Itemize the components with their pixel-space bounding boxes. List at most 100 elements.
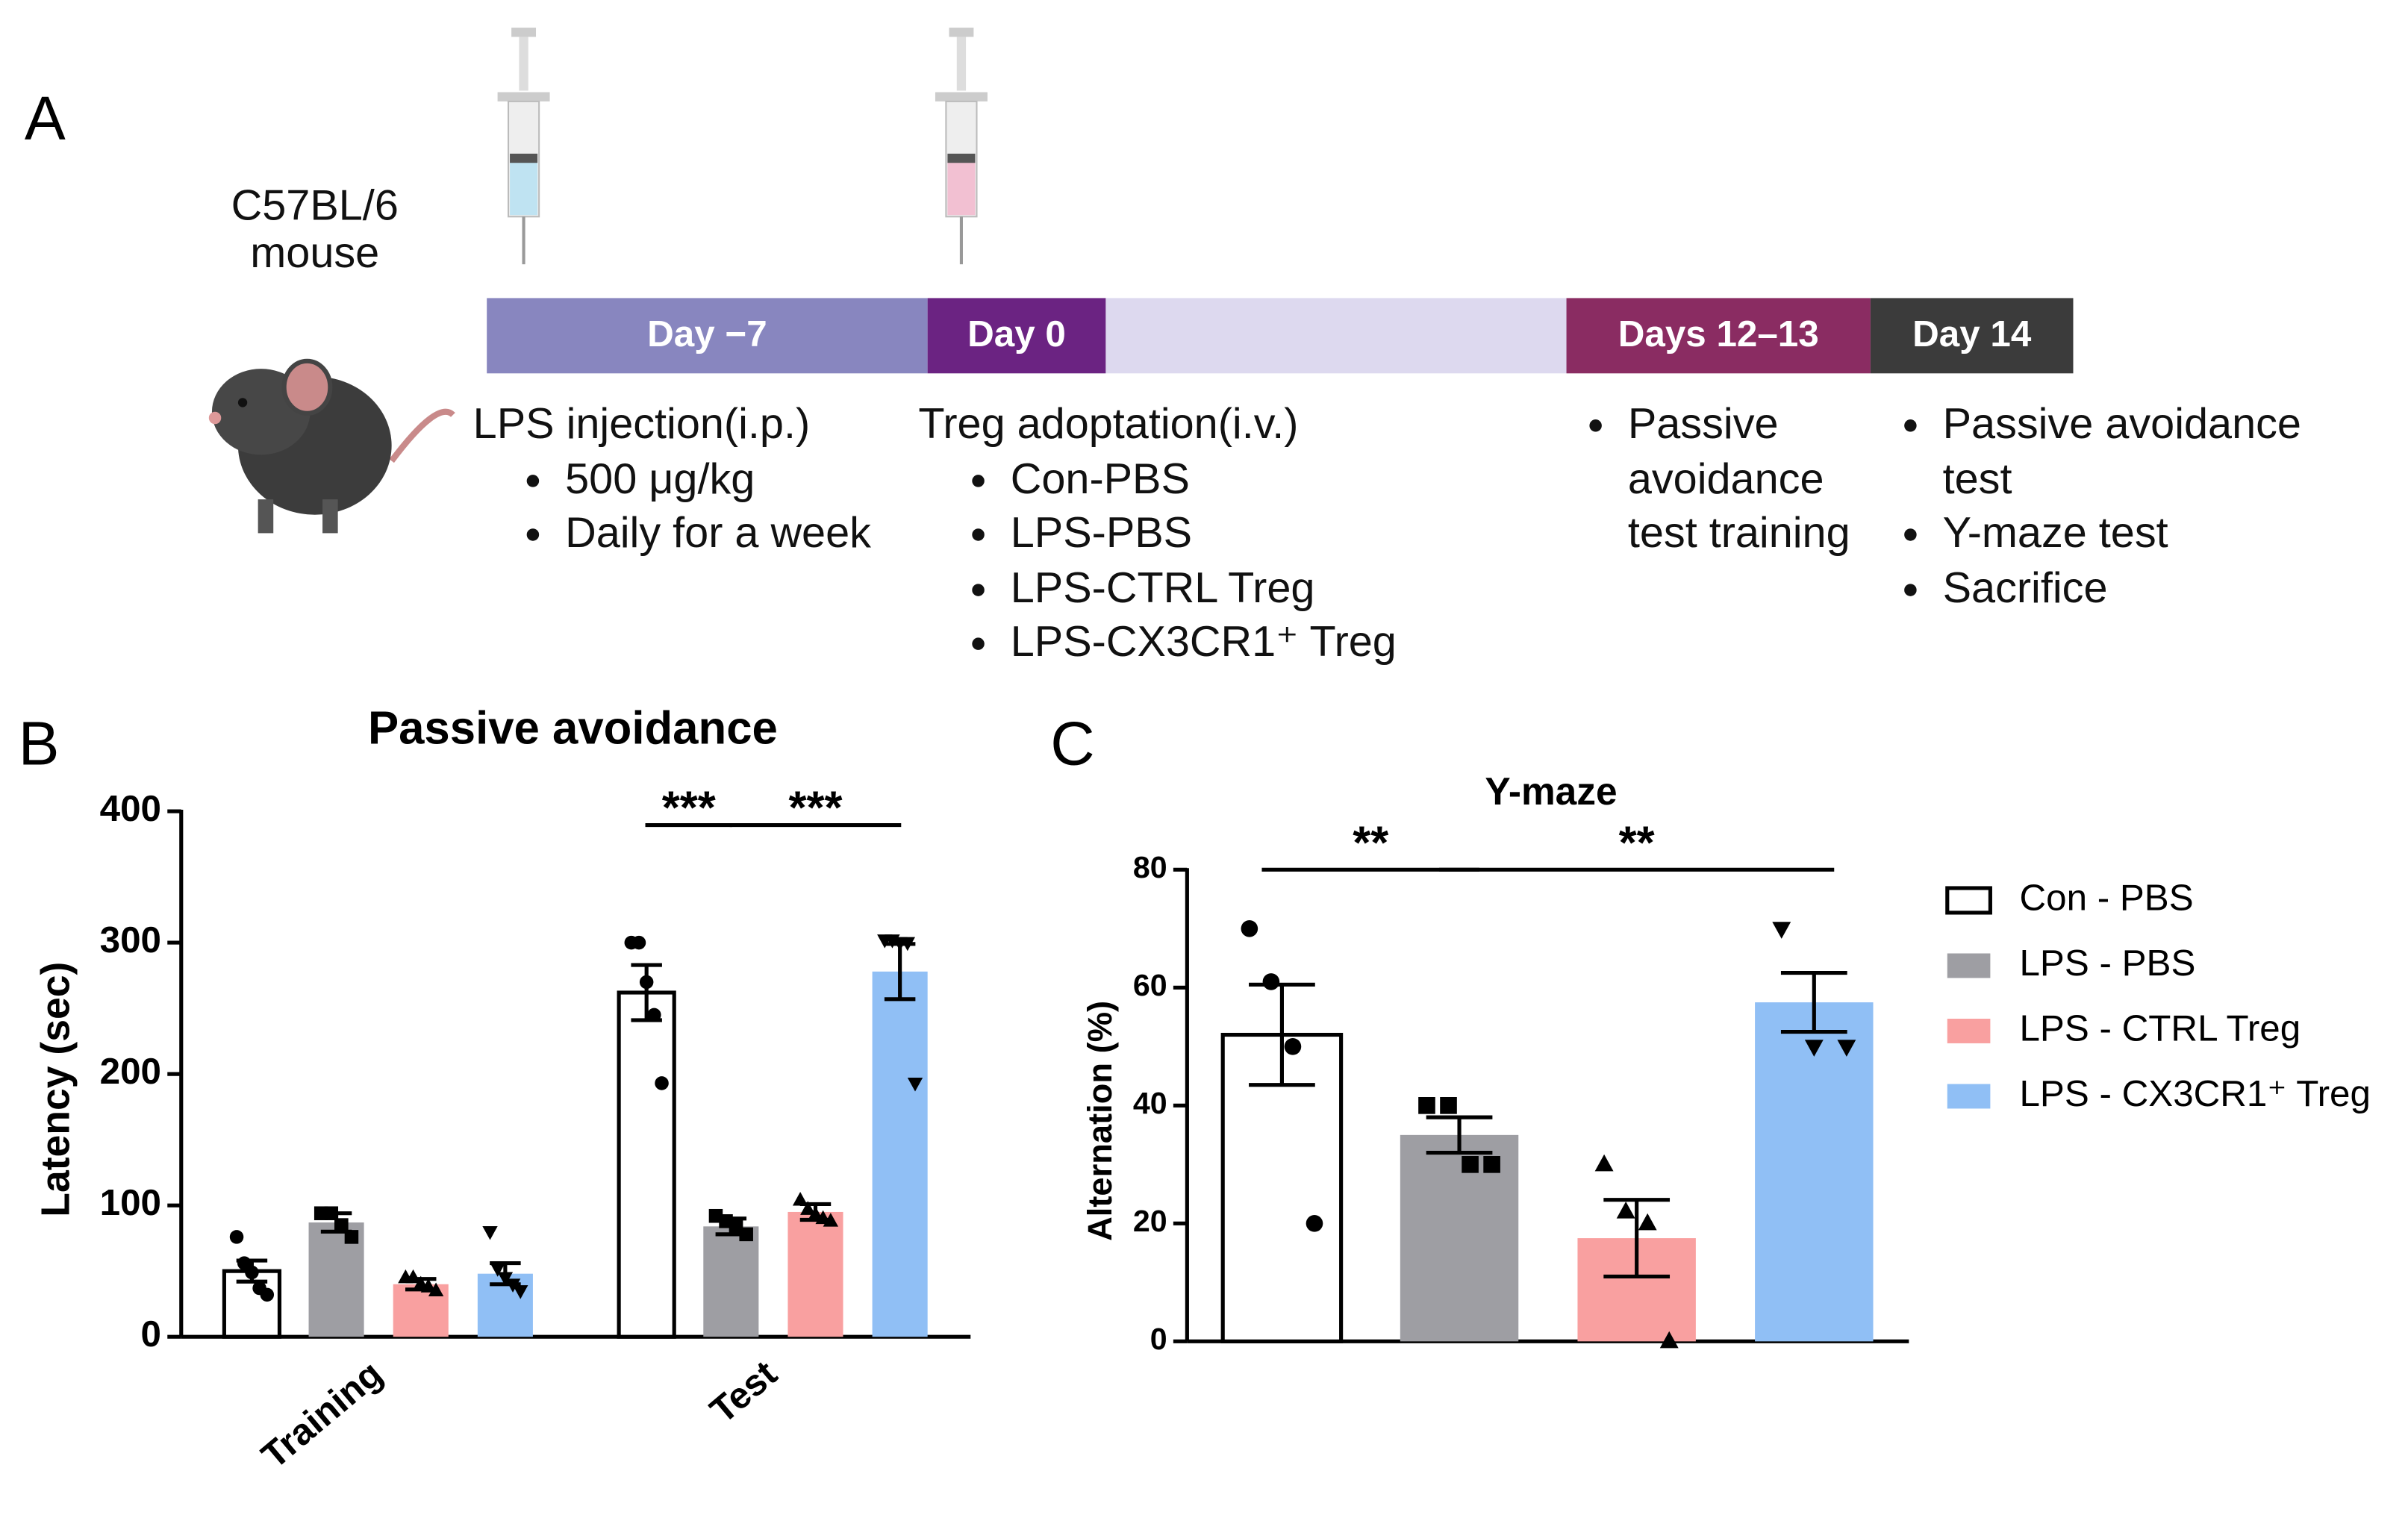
legend-swatch xyxy=(1947,1084,1991,1109)
error-bar xyxy=(1780,970,1847,1034)
significance-label: *** xyxy=(662,782,716,834)
error-bar xyxy=(1426,1115,1493,1155)
chart-title: Passive avoidance xyxy=(368,702,778,754)
data-point xyxy=(739,1227,753,1242)
data-point xyxy=(1241,919,1258,937)
y-tick-label: 0 xyxy=(141,1313,161,1355)
legend-swatch xyxy=(1945,886,1992,915)
y-axis-label: Latency (sec) xyxy=(34,962,78,1217)
y-tick-label: 0 xyxy=(1150,1322,1167,1356)
legend-label: Con - PBS xyxy=(2019,878,2193,919)
data-point xyxy=(808,1206,823,1220)
note-item: LPS-PBS xyxy=(1008,505,1426,560)
data-point xyxy=(1306,1215,1323,1232)
data-point xyxy=(792,1191,808,1206)
note-item: Passive avoidance test training xyxy=(1625,396,1882,560)
note-item: LPS-CX3CR1⁺ Treg xyxy=(1008,615,1426,669)
y-tick-label: 60 xyxy=(1133,968,1167,1002)
data-point xyxy=(1418,1097,1435,1114)
note-item: Sacrifice xyxy=(1939,560,2342,614)
y-axis-label: Alternation (%) xyxy=(1081,1001,1119,1241)
legend-label: LPS - CX3CR1⁺ Treg xyxy=(2019,1073,2370,1114)
timeline-label: Day 0 xyxy=(967,313,1066,354)
data-point xyxy=(497,1272,514,1287)
data-point xyxy=(800,1201,816,1215)
data-point xyxy=(1638,1213,1657,1231)
error-bar xyxy=(1603,1198,1671,1279)
data-point xyxy=(505,1278,521,1293)
note-item: Con-PBS xyxy=(1008,451,1426,505)
timeline-segment xyxy=(487,298,928,374)
data-point xyxy=(229,1230,244,1244)
panel-label: C xyxy=(1050,709,1094,778)
data-point xyxy=(655,1076,669,1090)
bar xyxy=(222,1269,282,1339)
data-point xyxy=(344,1230,359,1244)
timeline-label: Day −7 xyxy=(647,313,767,354)
y-tick-label: 200 xyxy=(100,1051,161,1092)
data-point xyxy=(324,1206,339,1220)
data-point xyxy=(1262,973,1280,990)
panel-label: B xyxy=(19,709,60,778)
data-point xyxy=(1837,1040,1856,1057)
note-item: LPS-CTRL Treg xyxy=(1008,560,1426,614)
x-tick-label: Training xyxy=(254,1353,390,1477)
chart-title: Y-maze xyxy=(1485,769,1617,813)
data-point xyxy=(260,1287,275,1302)
significance-label: ** xyxy=(1619,818,1655,869)
legend-swatch xyxy=(1947,953,1991,978)
data-point xyxy=(1284,1037,1302,1055)
significance-label: *** xyxy=(788,782,842,834)
note: Treg adoptation(i.v.)Con-PBSLPS-PBSLPS-C… xyxy=(918,396,1425,669)
note-title: LPS injection(i.p.) xyxy=(472,399,811,448)
timeline-segment xyxy=(1566,298,1871,374)
timeline-gap xyxy=(1105,298,1567,374)
y-tick-label: 300 xyxy=(100,919,161,960)
y-tick-label: 80 xyxy=(1133,850,1167,884)
note: Passive avoidance test training xyxy=(1567,396,1882,560)
data-point xyxy=(1616,1201,1635,1219)
note: LPS injection(i.p.)500 μg/kgDaily for a … xyxy=(473,396,934,560)
data-point xyxy=(1594,1154,1614,1172)
data-point xyxy=(1772,922,1791,939)
mouse-label-box: C57BL/6 mouse xyxy=(231,181,399,277)
data-point xyxy=(1804,1040,1824,1057)
data-point xyxy=(639,975,654,990)
note-list: Passive avoidance testY-maze testSacrifi… xyxy=(1881,396,2342,614)
mouse-icon xyxy=(208,358,455,534)
y-tick-label: 40 xyxy=(1133,1086,1167,1120)
data-point xyxy=(899,937,916,952)
data-point xyxy=(428,1282,444,1296)
data-point xyxy=(647,1008,661,1022)
data-point xyxy=(1483,1156,1500,1173)
panel-label: A xyxy=(25,84,66,152)
data-point xyxy=(823,1213,839,1227)
note-list: Passive avoidance test training xyxy=(1567,396,1882,560)
data-point xyxy=(482,1225,498,1240)
data-point xyxy=(245,1265,259,1280)
note-item: Y-maze test xyxy=(1939,505,2342,560)
y-tick-label: 400 xyxy=(100,788,161,829)
note-item: 500 μg/kg xyxy=(562,451,934,505)
timeline-segment xyxy=(1870,298,2074,374)
y-tick-label: 100 xyxy=(100,1182,161,1223)
x-tick-label: Test xyxy=(702,1353,785,1431)
bar xyxy=(703,1226,759,1337)
note-box: LPS injection(i.p.)500 μg/kgDaily for a … xyxy=(473,396,934,704)
syringe-icon xyxy=(935,28,988,265)
bar xyxy=(872,971,928,1337)
data-point xyxy=(420,1278,437,1293)
note-item: Passive avoidance test xyxy=(1939,396,2342,505)
note: Passive avoidance testY-maze testSacrifi… xyxy=(1881,396,2342,614)
mouse-label: C57BL/6 mouse xyxy=(231,181,399,277)
data-point xyxy=(631,935,646,950)
data-point xyxy=(405,1269,421,1284)
syringe-icon xyxy=(497,28,550,265)
bar xyxy=(1400,1134,1519,1342)
data-point xyxy=(1659,1331,1679,1349)
note-box: Passive avoidance test training xyxy=(1567,396,1882,704)
note-box: Passive avoidance testY-maze testSacrifi… xyxy=(1881,396,2342,704)
legend-label: LPS - CTRL Treg xyxy=(2019,1008,2301,1049)
